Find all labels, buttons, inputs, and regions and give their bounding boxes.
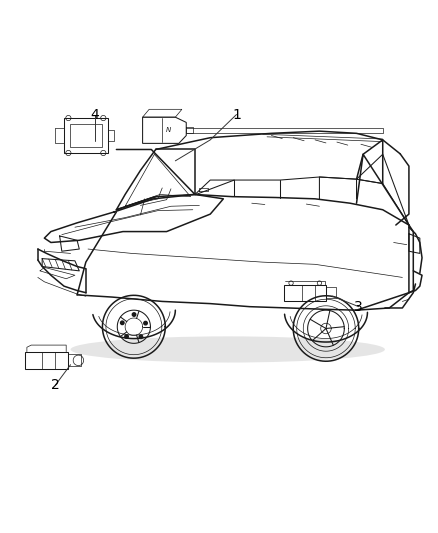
Circle shape xyxy=(139,335,143,338)
Text: 1: 1 xyxy=(232,108,241,122)
Text: N: N xyxy=(166,127,171,133)
Circle shape xyxy=(144,321,147,325)
Text: 3: 3 xyxy=(354,300,363,313)
Circle shape xyxy=(132,313,136,316)
Circle shape xyxy=(125,335,128,338)
Circle shape xyxy=(120,321,124,325)
Ellipse shape xyxy=(71,336,385,362)
Text: 2: 2 xyxy=(51,378,60,392)
Text: 4: 4 xyxy=(90,108,99,122)
